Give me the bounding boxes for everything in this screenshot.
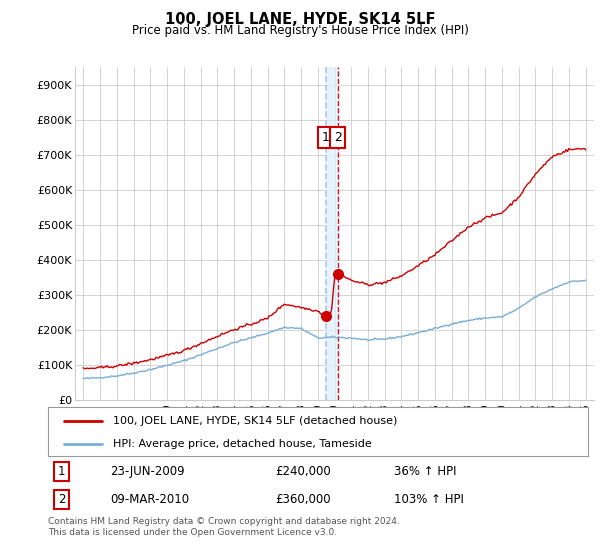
Text: Contains HM Land Registry data © Crown copyright and database right 2024.
This d: Contains HM Land Registry data © Crown c… <box>48 517 400 537</box>
Text: £240,000: £240,000 <box>275 465 331 478</box>
Text: 09-MAR-2010: 09-MAR-2010 <box>110 493 189 506</box>
Text: £360,000: £360,000 <box>275 493 331 506</box>
Text: 100, JOEL LANE, HYDE, SK14 5LF: 100, JOEL LANE, HYDE, SK14 5LF <box>165 12 435 27</box>
Text: 2: 2 <box>334 131 341 144</box>
Text: 2: 2 <box>58 493 65 506</box>
Text: 1: 1 <box>322 131 330 144</box>
Text: 36% ↑ HPI: 36% ↑ HPI <box>394 465 456 478</box>
Text: 103% ↑ HPI: 103% ↑ HPI <box>394 493 463 506</box>
Text: 100, JOEL LANE, HYDE, SK14 5LF (detached house): 100, JOEL LANE, HYDE, SK14 5LF (detached… <box>113 416 397 426</box>
Text: Price paid vs. HM Land Registry's House Price Index (HPI): Price paid vs. HM Land Registry's House … <box>131 24 469 37</box>
Text: 1: 1 <box>58 465 65 478</box>
Text: 23-JUN-2009: 23-JUN-2009 <box>110 465 185 478</box>
Text: HPI: Average price, detached house, Tameside: HPI: Average price, detached house, Tame… <box>113 439 371 449</box>
Bar <box>326 67 338 400</box>
